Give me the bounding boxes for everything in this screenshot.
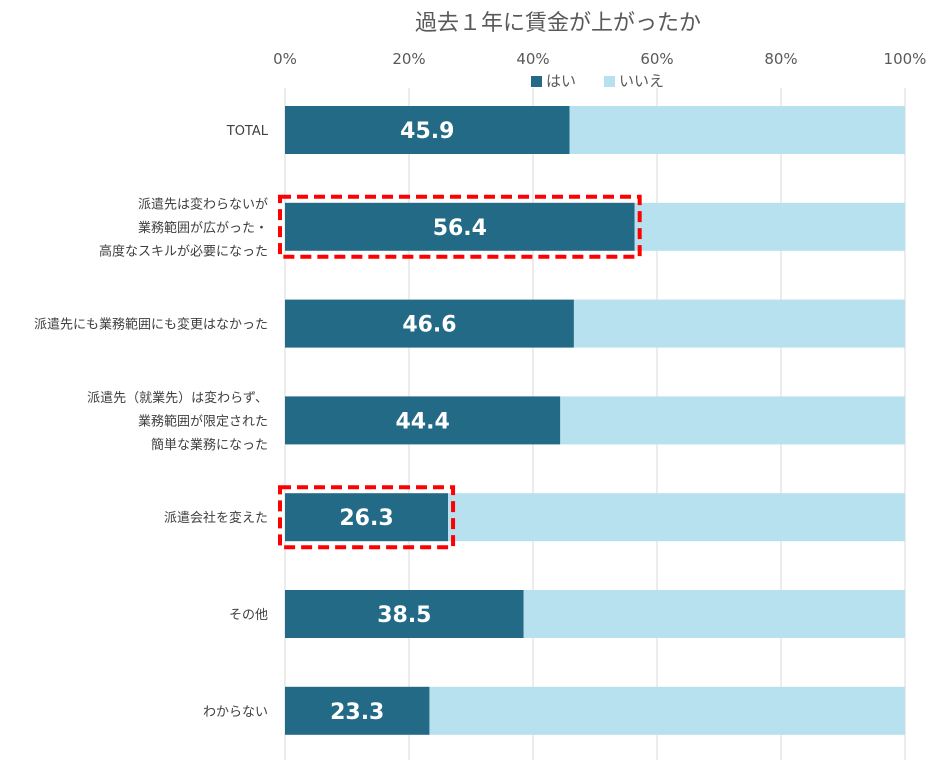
data-label: 56.4 [433, 216, 487, 241]
data-label: 38.5 [377, 603, 431, 628]
x-tick-label: 20% [392, 50, 425, 68]
x-tick-label: 100% [884, 50, 927, 68]
category-label: 業務範囲が広がった・ [138, 220, 268, 236]
legend-swatch [604, 76, 615, 87]
bar-no [448, 493, 905, 542]
bar-yes [285, 686, 430, 735]
x-tick-label: 60% [640, 50, 673, 68]
category-label: TOTAL [226, 124, 269, 139]
bar-no [573, 299, 905, 348]
legend-label: はい [546, 72, 576, 90]
category-label: 高度なスキルが必要になった [99, 243, 268, 259]
bar-no [429, 686, 905, 735]
x-tick-label: 40% [516, 50, 549, 68]
x-tick-label: 80% [764, 50, 797, 68]
bar-no [523, 590, 905, 638]
bar-yes [285, 202, 635, 251]
highlight-box [278, 485, 456, 550]
bar-yes [285, 396, 561, 445]
highlight-box [278, 194, 642, 259]
legend: はい いいえ [531, 72, 664, 90]
category-label: 簡単な業務になった [151, 437, 268, 453]
bar-yes [285, 299, 574, 348]
bar-yes [285, 590, 524, 638]
bar-no [569, 106, 905, 154]
legend-swatch [531, 76, 542, 87]
data-label: 44.4 [395, 409, 449, 434]
category-label: 派遣先にも業務範囲にも変更はなかった [34, 317, 268, 333]
chart-title: 過去１年に賃金が上がったか [415, 11, 701, 36]
category-label: 派遣先（就業先）は変わらず、 [87, 390, 268, 406]
bar-no [634, 202, 905, 251]
bar-yes [285, 493, 449, 542]
x-tick-label: 0% [273, 50, 297, 68]
category-label: 派遣会社を変えた [164, 510, 268, 526]
data-label: 46.6 [402, 313, 456, 338]
bar-yes [285, 106, 570, 154]
category-label: 派遣先は変わらないが [138, 196, 268, 212]
data-label: 23.3 [330, 700, 384, 725]
category-label: わからない [203, 705, 268, 720]
data-label: 45.9 [400, 119, 454, 144]
x-axis-ticks: 0% 20% 40% 60% 80% 100% [273, 50, 926, 68]
data-label: 26.3 [339, 506, 393, 531]
legend-label: いいえ [619, 72, 664, 90]
category-label: 業務範囲が限定された [138, 413, 268, 429]
category-labels: TOTAL 派遣先は変わらないが業務範囲が広がった・高度なスキルが必要になった派遣… [34, 124, 269, 720]
bar-no [560, 396, 905, 445]
category-label: その他 [229, 608, 268, 623]
highlights [278, 194, 642, 550]
bars: 45.9 56.4 46.6 44.4 26.3 38.5 23.3 [285, 106, 905, 735]
